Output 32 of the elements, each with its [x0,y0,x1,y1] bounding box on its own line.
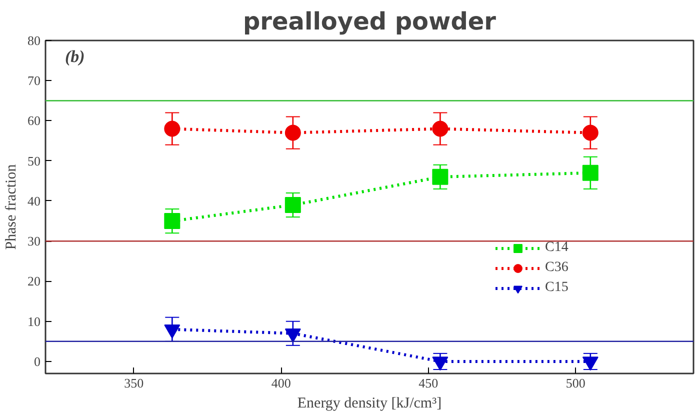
x-tick-label: 450 [418,376,438,390]
point [284,124,301,141]
point [284,196,301,213]
annotation: (b) [64,47,85,66]
point [582,164,598,181]
chart-title: prealloyed powder [242,8,496,36]
y-tick-label: 80 [28,33,40,48]
y-tick-label: 0 [34,354,40,369]
point [432,120,448,137]
y-tick-label: 60 [28,113,40,128]
point [582,356,598,371]
legend-label: C14 [545,240,568,256]
point [432,168,448,185]
y-tick-label: 30 [28,234,40,249]
y-tick-label: 10 [28,314,40,329]
x-tick-label: 350 [124,376,144,390]
point [432,356,448,371]
y-axis-title: Phase fraction [4,164,20,250]
point [164,120,180,137]
point [284,328,301,343]
legend-label: C15 [545,280,568,296]
y-tick-label: 40 [28,193,40,208]
y-tick-label: 70 [28,73,40,88]
x-axis-title: Energy density [kJ/cm³] [297,396,442,412]
point [164,324,180,339]
point [582,124,598,141]
legend-label: C36 [545,260,568,276]
point [164,213,180,230]
x-tick-label: 400 [271,376,291,390]
x-tick-label: 500 [566,376,586,390]
y-tick-label: 20 [28,274,40,289]
y-tick-label: 50 [28,153,40,168]
